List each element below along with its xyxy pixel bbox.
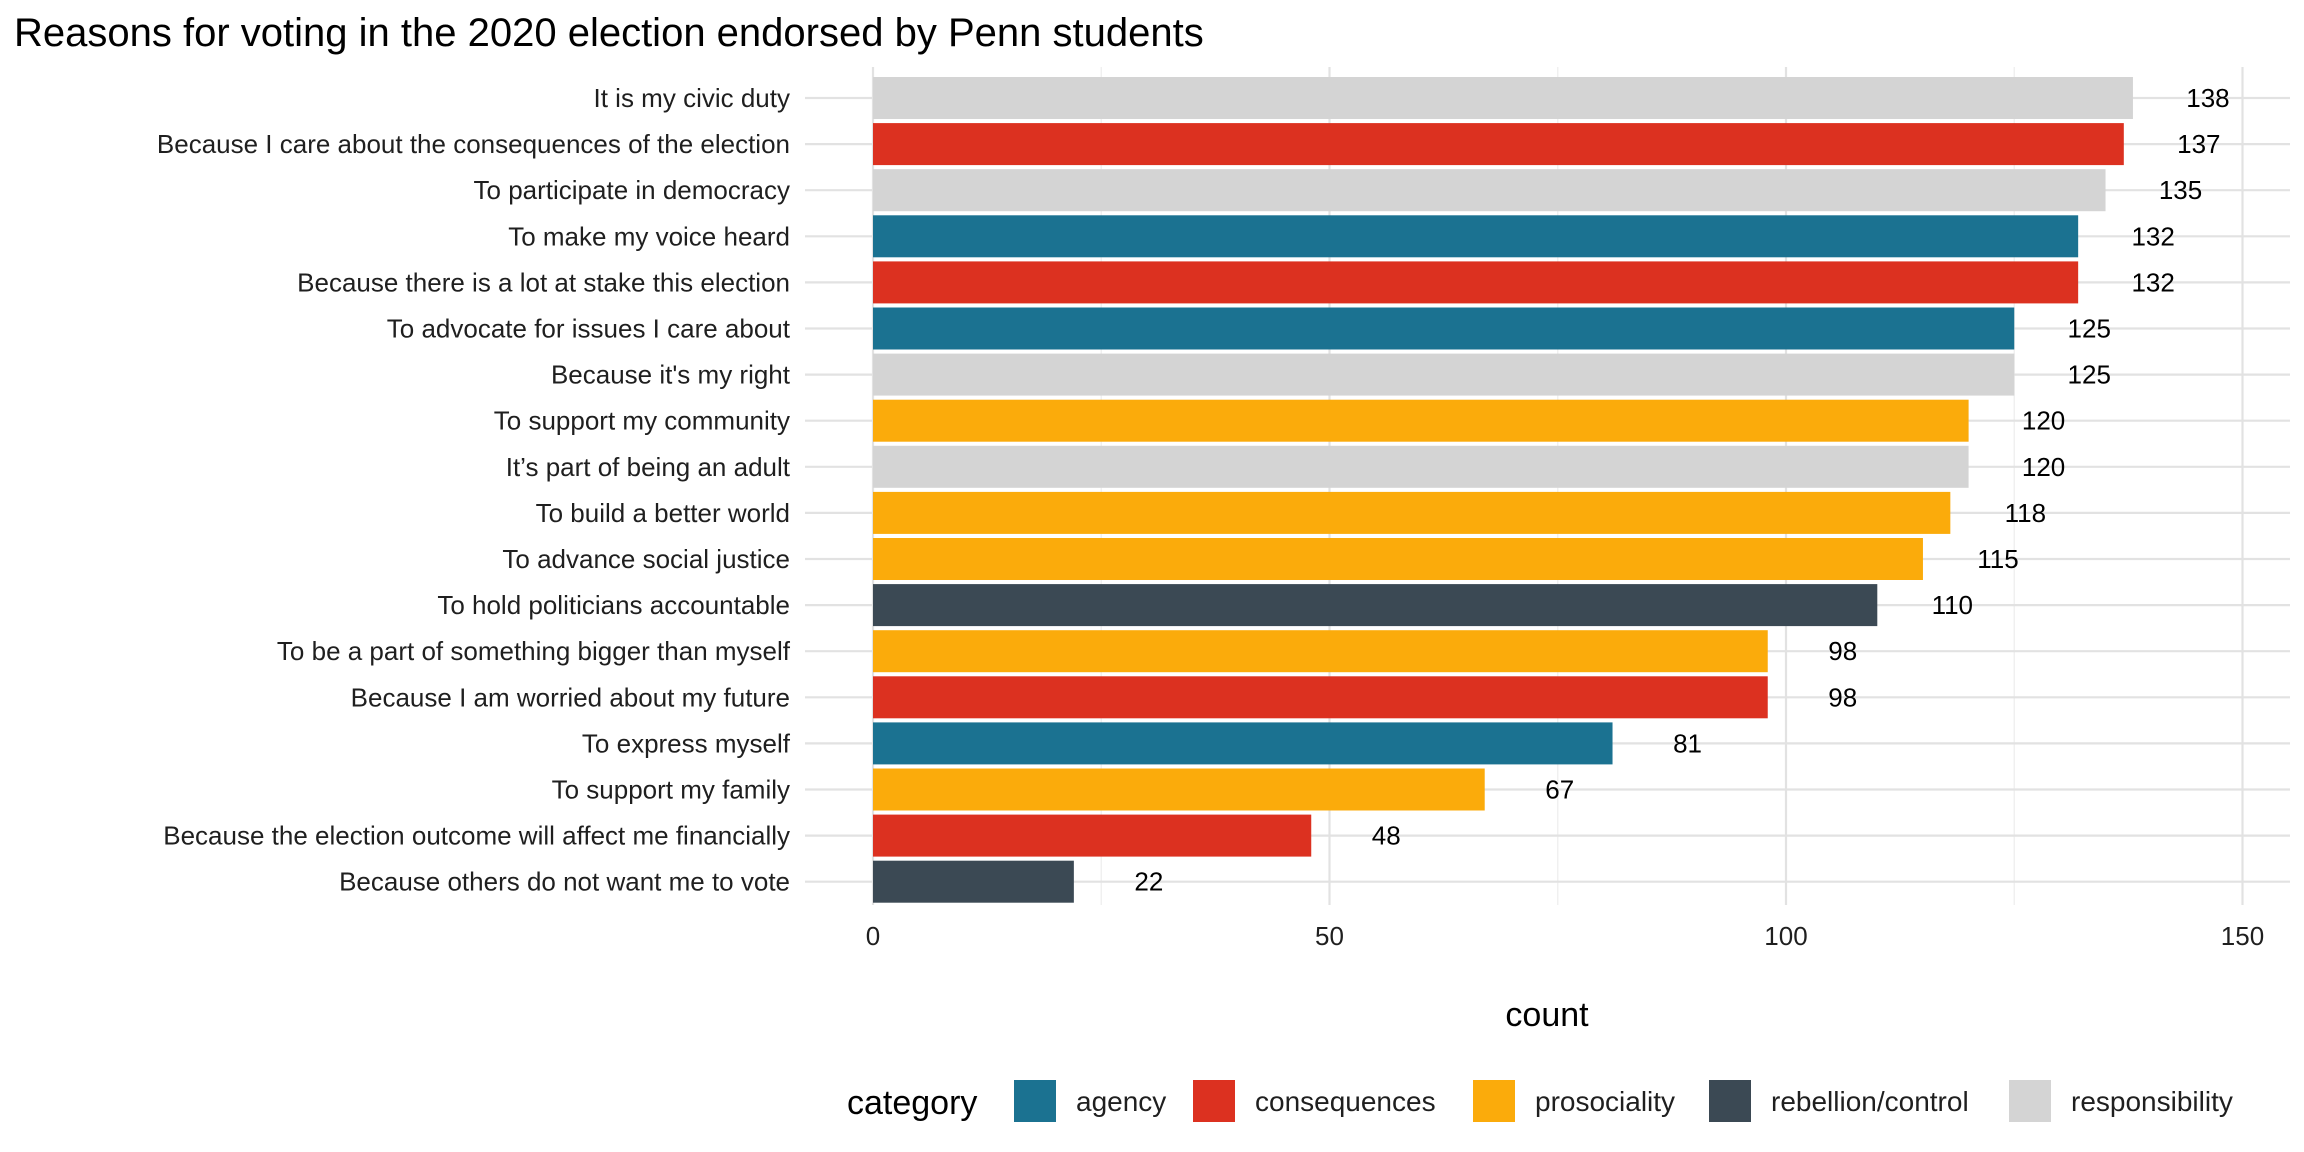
data-label: 120 — [2022, 452, 2065, 482]
bar — [873, 538, 1923, 580]
y-tick-label: To be a part of something bigger than my… — [277, 636, 791, 666]
y-tick-label: To advocate for issues I care about — [387, 314, 791, 344]
bar — [873, 169, 2106, 212]
legend-key — [1709, 1080, 1751, 1122]
data-label: 132 — [2131, 267, 2174, 297]
bar — [873, 123, 2124, 166]
bar — [873, 676, 1768, 719]
legend-key — [1473, 1080, 1515, 1122]
legend-title: category — [847, 1084, 977, 1122]
y-axis-labels: It is my civic duty Because I care about … — [157, 83, 791, 897]
y-tick-label: To support my family — [552, 775, 790, 805]
bar — [873, 814, 1312, 857]
bar — [873, 584, 1878, 627]
data-label: 81 — [1673, 728, 1702, 758]
legend-key — [1193, 1080, 1235, 1122]
x-tick-label: 150 — [2221, 921, 2264, 951]
data-label: 135 — [2159, 175, 2202, 205]
data-label: 137 — [2177, 129, 2220, 159]
y-tick-label: Because I care about the consequences of… — [157, 129, 790, 159]
legend-label: responsibility — [2071, 1086, 2233, 1117]
data-label: 110 — [1932, 590, 1973, 620]
data-label: 120 — [2022, 406, 2065, 436]
bar — [873, 399, 1969, 442]
y-tick-label: To build a better world — [536, 498, 790, 528]
data-label: 22 — [1134, 867, 1163, 897]
x-axis-title: count — [1505, 996, 1589, 1034]
data-label: 125 — [2068, 360, 2111, 390]
bar — [873, 860, 1074, 903]
legend-label: rebellion/control — [1771, 1086, 1969, 1117]
data-label: 125 — [2068, 314, 2111, 344]
y-tick-label: To support my community — [494, 406, 790, 436]
data-label: 98 — [1828, 636, 1857, 666]
data-label: 118 — [2005, 498, 2046, 528]
y-tick-label: Because there is a lot at stake this ele… — [297, 267, 790, 297]
bar — [873, 491, 1951, 534]
bar — [873, 445, 1969, 488]
bars — [873, 77, 2133, 903]
data-label: 138 — [2186, 83, 2229, 113]
legend-label: prosociality — [1535, 1086, 1675, 1117]
data-label: 98 — [1828, 682, 1857, 712]
y-tick-label: To advance social justice — [502, 544, 790, 574]
data-label: 132 — [2131, 221, 2174, 251]
bar — [873, 768, 1485, 811]
y-tick-label: It is my civic duty — [594, 83, 790, 113]
x-tick-label: 0 — [866, 921, 880, 951]
chart-title: Reasons for voting in the 2020 election … — [14, 11, 1204, 55]
x-tick-label: 50 — [1315, 921, 1344, 951]
legend-label: agency — [1076, 1086, 1166, 1117]
data-label: 67 — [1545, 775, 1574, 805]
bar — [873, 630, 1768, 673]
bar — [873, 215, 2079, 258]
y-tick-label: Because others do not want me to vote — [339, 867, 790, 897]
bar — [873, 77, 2133, 119]
legend: category agency consequences prosociality r… — [847, 1080, 2233, 1122]
legend-key — [2009, 1080, 2051, 1122]
data-label: 115 — [1977, 544, 2018, 574]
bar — [873, 307, 2015, 350]
bar — [873, 261, 2079, 304]
y-tick-label: Because the election outcome will affect… — [163, 821, 790, 851]
y-tick-label: To make my voice heard — [508, 221, 790, 251]
x-tick-label: 100 — [1764, 921, 1807, 951]
legend-key — [1014, 1080, 1056, 1122]
bar — [873, 722, 1613, 765]
y-tick-label: To hold politicians accountable — [437, 590, 790, 620]
legend-label: consequences — [1255, 1086, 1436, 1117]
data-label: 48 — [1372, 821, 1401, 851]
x-axis-ticks: 0 50 100 150 — [866, 921, 2264, 951]
y-tick-label: Because I am worried about my future — [351, 682, 790, 712]
bar — [873, 353, 2015, 396]
y-tick-label: To participate in democracy — [474, 175, 790, 205]
y-tick-label: Because it's my right — [551, 360, 791, 390]
y-tick-label: To express myself — [582, 728, 791, 758]
data-labels: 1381371351321321251251201201181151109898… — [1134, 83, 2229, 897]
y-tick-label: It’s part of being an adult — [506, 452, 791, 482]
